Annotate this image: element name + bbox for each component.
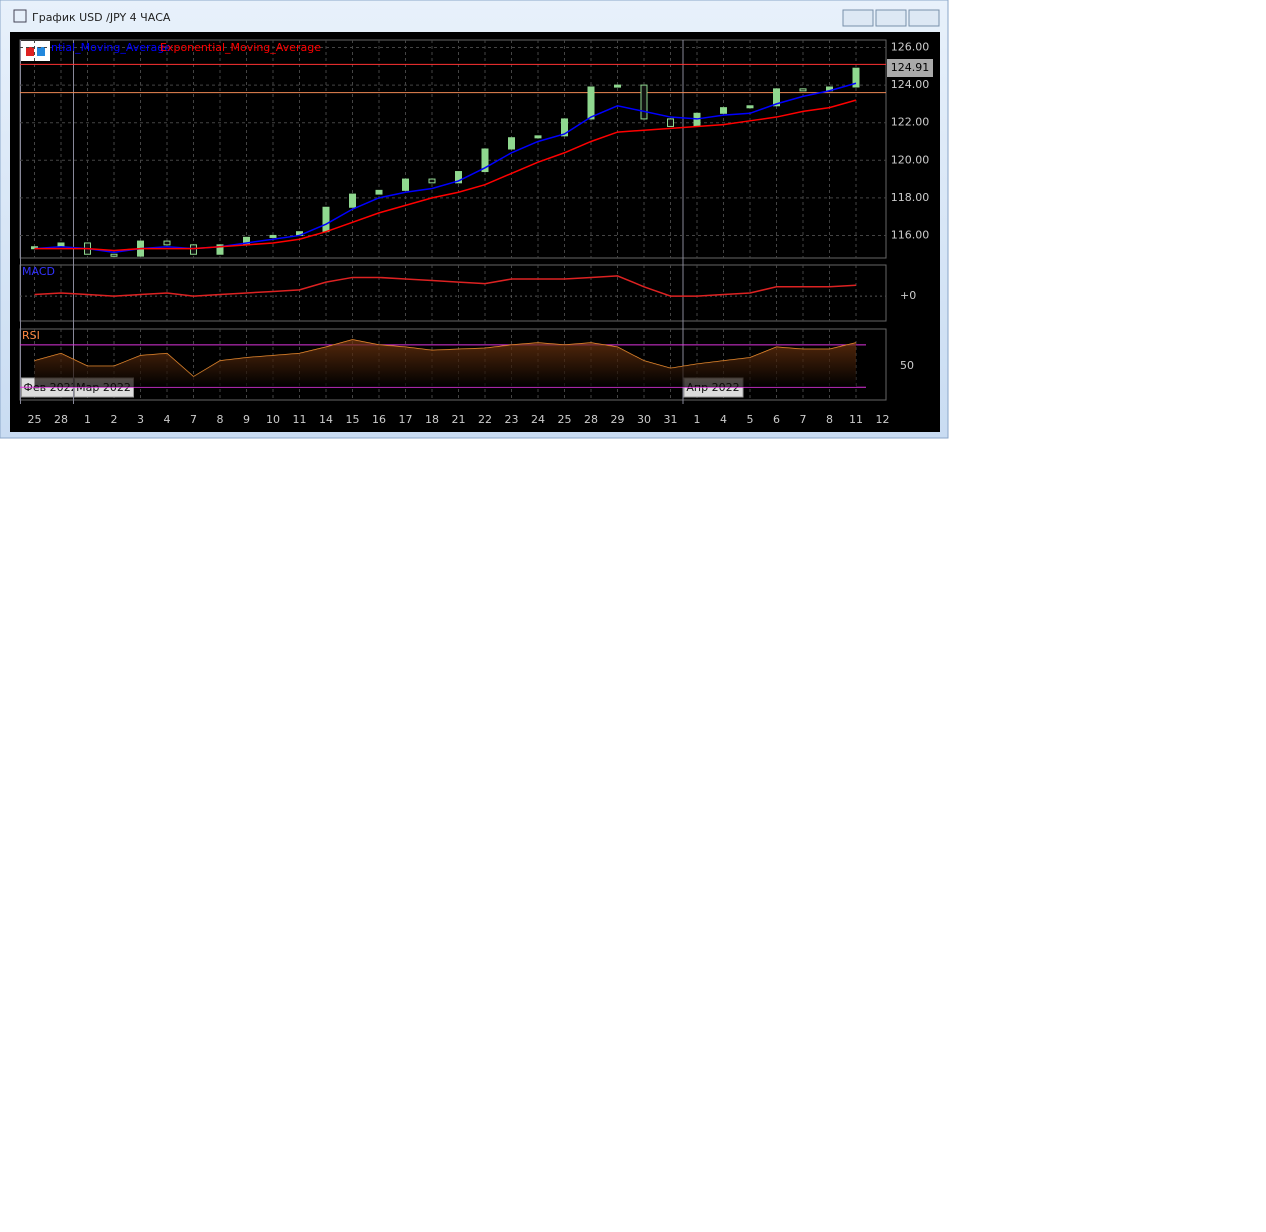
x-tick-label: 1 <box>84 413 91 426</box>
x-tick-label: 23 <box>505 413 519 426</box>
x-tick-label: 7 <box>800 413 807 426</box>
candle <box>640 84 648 120</box>
x-tick-label: 30 <box>637 413 651 426</box>
y-tick-label: 120.00 <box>891 153 930 166</box>
legend-icon-blue <box>37 47 45 56</box>
candle <box>799 88 807 92</box>
panel-title: MACD <box>22 265 55 278</box>
candle <box>402 178 409 191</box>
x-tick-label: 3 <box>137 413 144 426</box>
candle <box>481 148 489 173</box>
x-tick-label: 14 <box>319 413 333 426</box>
candle <box>349 193 356 208</box>
candle <box>508 137 515 150</box>
ema-line <box>34 99 857 252</box>
x-tick-label: 15 <box>346 413 360 426</box>
x-tick-label: 12 <box>876 413 890 426</box>
candle <box>773 88 780 107</box>
candle <box>561 118 568 137</box>
x-tick-label: 25 <box>558 413 572 426</box>
price-tag <box>887 59 933 78</box>
candle <box>587 86 595 120</box>
maximize-button[interactable] <box>875 9 907 27</box>
candle <box>614 84 621 88</box>
legend-icon-red <box>26 47 34 56</box>
x-tick-label: 29 <box>611 413 625 426</box>
x-tick-label: 28 <box>54 413 68 426</box>
close-button[interactable] <box>908 9 940 27</box>
legend-label: ntial_Moving_Average <box>51 41 171 54</box>
x-tick-label: 11 <box>849 413 863 426</box>
x-tick-label: 8 <box>826 413 833 426</box>
candle <box>269 234 277 238</box>
rsi-line <box>34 339 857 378</box>
x-tick-label: 22 <box>478 413 492 426</box>
x-tick-label: 25 <box>28 413 42 426</box>
x-tick-label: 8 <box>217 413 224 426</box>
x-tick-label: 28 <box>584 413 598 426</box>
legend-icon <box>21 41 50 61</box>
y-tick-label: +0 <box>900 289 916 302</box>
y-tick-label: 50 <box>900 359 914 372</box>
y-tick-label: 118.00 <box>891 191 930 204</box>
candle <box>322 206 330 233</box>
y-tick-label: 122.00 <box>891 116 930 129</box>
x-tick-label: 6 <box>773 413 780 426</box>
x-tick-label: 16 <box>372 413 386 426</box>
x-tick-label: 17 <box>399 413 413 426</box>
y-tick-label: 116.00 <box>891 228 930 241</box>
candle <box>852 67 860 88</box>
x-tick-label: 9 <box>243 413 250 426</box>
window-title: График USD /JPY 4 ЧАСА <box>32 11 171 24</box>
candle <box>746 105 754 109</box>
price-tag-label: 124.91 <box>891 61 930 74</box>
candle <box>428 178 436 184</box>
x-tick-label: 4 <box>720 413 727 426</box>
x-tick-label: 11 <box>293 413 307 426</box>
x-tick-label: 4 <box>164 413 171 426</box>
x-tick-label: 5 <box>747 413 754 426</box>
ema-line <box>34 82 857 254</box>
candle <box>163 240 171 246</box>
legend-label: Exponential_Moving_Average <box>160 41 321 54</box>
minimize-button[interactable] <box>842 9 874 27</box>
y-tick-label: 126.00 <box>891 41 930 54</box>
window-icon <box>13 9 27 23</box>
y-tick-label: 124.00 <box>891 78 930 91</box>
rsi-fill <box>34 339 856 387</box>
x-tick-label: 7 <box>190 413 197 426</box>
x-tick-label: 21 <box>452 413 466 426</box>
candle <box>110 253 118 257</box>
x-tick-label: 10 <box>266 413 280 426</box>
x-tick-label: 18 <box>425 413 439 426</box>
candle <box>216 244 224 255</box>
x-tick-label: 1 <box>694 413 701 426</box>
macd-line <box>34 275 857 297</box>
candle <box>455 171 462 184</box>
candle <box>190 244 197 255</box>
x-tick-label: 24 <box>531 413 545 426</box>
x-tick-label: 2 <box>111 413 118 426</box>
candle <box>693 112 701 127</box>
candle <box>667 118 674 127</box>
panel-title: RSI <box>22 329 40 342</box>
candle <box>720 107 727 114</box>
candle <box>534 135 542 139</box>
x-tick-label: 31 <box>664 413 678 426</box>
candle <box>375 189 383 195</box>
